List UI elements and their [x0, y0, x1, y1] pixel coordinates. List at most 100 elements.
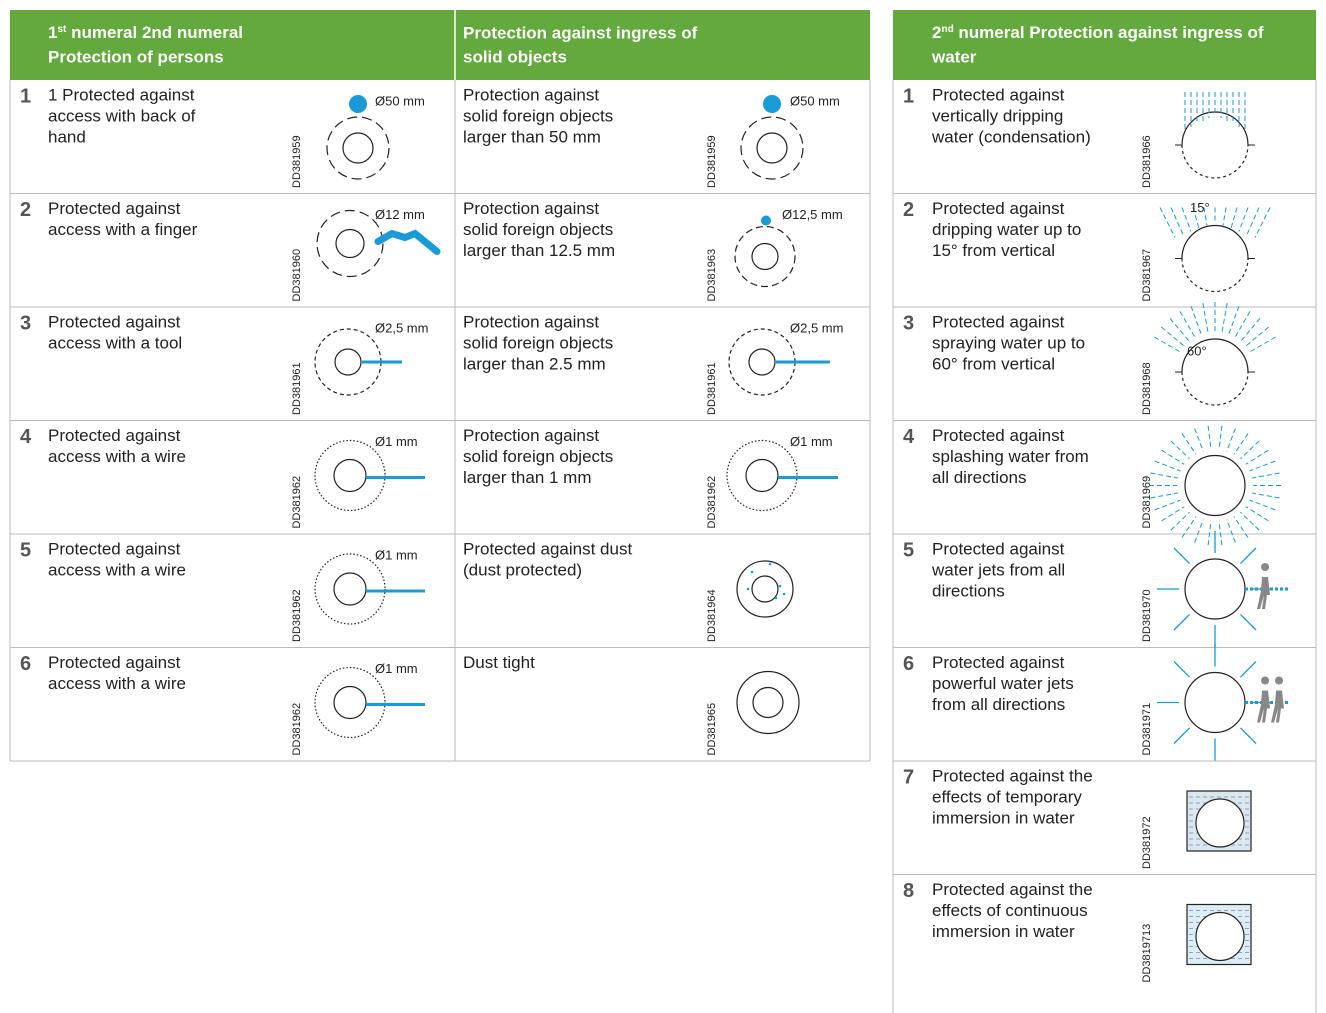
dust — [768, 562, 772, 566]
drawing-code: DD381962 — [706, 476, 718, 529]
row-number: 3 — [20, 312, 31, 334]
description: hand — [48, 127, 86, 146]
description: Protected against — [932, 653, 1065, 672]
description: Protected against — [48, 426, 181, 445]
drawing-code: DD381964 — [706, 589, 718, 642]
outline — [326, 116, 390, 180]
description: all directions — [932, 468, 1027, 487]
description: Protected against — [48, 312, 181, 331]
object — [763, 95, 781, 113]
drawing-code: DD381967 — [1141, 249, 1153, 302]
description: Protected against the — [932, 766, 1093, 785]
dimension: Ø12 mm — [375, 207, 425, 222]
header-text: Protection against ingress of — [463, 23, 698, 42]
water — [1159, 207, 1176, 238]
outline — [1184, 671, 1246, 734]
description: 15° from vertical — [932, 241, 1055, 260]
outline — [333, 458, 367, 493]
description: solid foreign objects — [463, 220, 613, 239]
description: solid foreign objects — [463, 447, 613, 466]
water — [1194, 519, 1204, 543]
water — [1207, 521, 1212, 546]
drawing-code: DD381961 — [291, 362, 303, 415]
header-text: 1st numeral 2nd numeral — [48, 23, 243, 42]
drawing-code: DD381959 — [291, 135, 303, 188]
description: Dust tight — [463, 653, 535, 672]
description: Protection against — [463, 312, 599, 331]
dust — [746, 587, 750, 591]
header-text: Protection of persons — [48, 47, 224, 66]
water — [1181, 516, 1197, 538]
drawing-code: DD381968 — [1141, 362, 1153, 415]
water — [1169, 318, 1190, 342]
drawing-code: DD381971 — [1141, 703, 1153, 756]
outline — [335, 228, 365, 259]
description: access with a finger — [48, 220, 198, 239]
header-text: water — [931, 47, 977, 66]
description: Protected against — [932, 426, 1065, 445]
object — [349, 95, 367, 113]
angle-label: 60° — [1187, 343, 1207, 358]
description: access with a wire — [48, 560, 186, 579]
water — [1170, 511, 1190, 531]
header-text: 2nd numeral Protection against ingress o… — [932, 23, 1264, 42]
dimension: Ø50 mm — [790, 93, 840, 108]
outline — [751, 242, 779, 271]
water — [1154, 499, 1181, 511]
water — [1245, 506, 1269, 522]
dust — [782, 592, 786, 596]
finger — [374, 229, 441, 255]
description: 60° from vertical — [932, 354, 1055, 373]
water — [1154, 336, 1181, 353]
jet — [1239, 727, 1257, 744]
drawing-code: DD381962 — [291, 703, 303, 756]
row-number: 4 — [903, 426, 915, 448]
outline — [333, 572, 367, 606]
water — [1179, 311, 1196, 338]
drawing-code: DD381963 — [706, 249, 718, 302]
description: Protection against — [463, 199, 599, 218]
water — [1226, 428, 1236, 452]
water — [1238, 207, 1249, 232]
water — [1218, 425, 1223, 450]
outline — [314, 666, 386, 739]
water — [1161, 506, 1185, 522]
row-number: 8 — [903, 880, 914, 902]
water — [1170, 207, 1184, 235]
water — [1240, 318, 1261, 342]
outline — [736, 670, 800, 735]
outline — [1181, 144, 1249, 179]
description: access with a wire — [48, 447, 186, 466]
water — [1170, 440, 1190, 460]
drawing-code: DD381959 — [706, 135, 718, 188]
description: Protected against — [48, 653, 181, 672]
description: immersion in water — [932, 808, 1075, 827]
row-number: 7 — [903, 766, 914, 788]
person — [1257, 676, 1270, 723]
description: effects of continuous — [932, 901, 1088, 920]
dimension: Ø12,5 mm — [782, 207, 843, 222]
description: larger than 1 mm — [463, 468, 592, 487]
water — [1222, 207, 1227, 226]
row-number: 6 — [903, 653, 914, 675]
dimension: Ø2,5 mm — [375, 320, 428, 335]
dimension: Ø50 mm — [375, 93, 425, 108]
description: larger than 50 mm — [463, 127, 601, 146]
water — [1252, 492, 1280, 499]
drawing-code: DD381970 — [1141, 589, 1153, 642]
outline — [1181, 224, 1249, 259]
description: Protected against — [932, 199, 1065, 218]
description: access with a tool — [48, 333, 182, 352]
water — [1161, 449, 1185, 465]
description: splashing water from — [932, 447, 1089, 466]
water — [1249, 499, 1276, 511]
description: effects of temporary — [932, 787, 1082, 806]
description: Protected against — [932, 539, 1065, 558]
description: larger than 2.5 mm — [463, 354, 606, 373]
header-text: solid objects — [463, 47, 567, 66]
description: Protection against — [463, 85, 599, 104]
drawing-code: DD381965 — [706, 703, 718, 756]
outline — [1184, 454, 1246, 517]
description: from all directions — [932, 695, 1065, 714]
water — [1240, 440, 1260, 460]
